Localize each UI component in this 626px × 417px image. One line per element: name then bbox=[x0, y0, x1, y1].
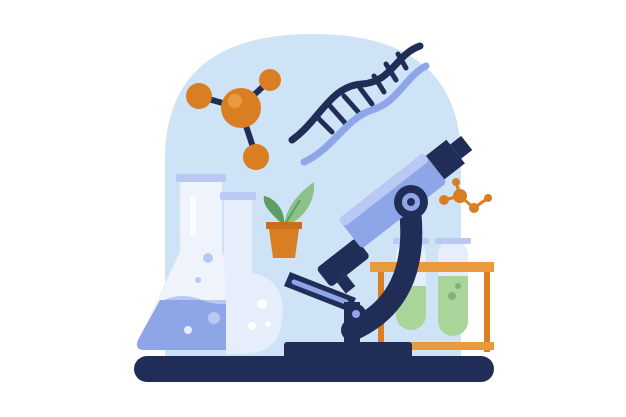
small-molecule-icon bbox=[439, 178, 492, 213]
dna-helix-icon bbox=[288, 42, 430, 166]
potted-plant-icon bbox=[263, 182, 315, 258]
microscope-icon bbox=[284, 135, 473, 362]
table-base bbox=[134, 356, 494, 382]
molecule-icon bbox=[186, 69, 281, 170]
round-flask-icon bbox=[220, 192, 283, 354]
